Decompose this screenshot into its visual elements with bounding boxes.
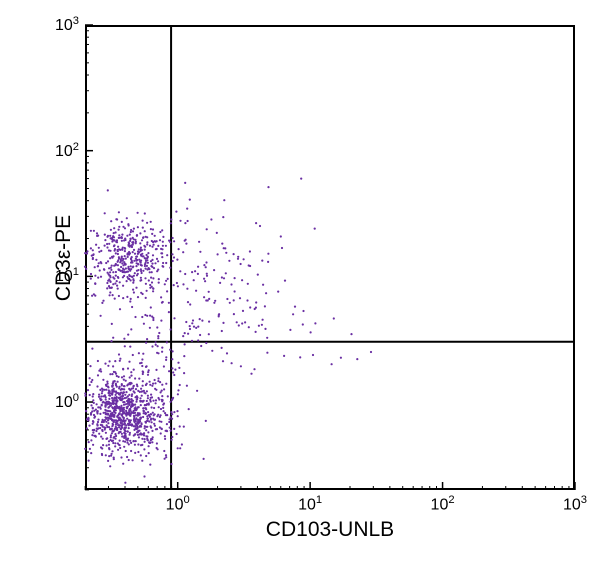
x-tick-2: 102: [431, 494, 455, 514]
x-axis-label: CD103-UNLB: [266, 518, 394, 542]
x-tick-3: 103: [563, 494, 587, 514]
flow-cytometry-scatter: 100101102103100101102103CD103-UNLBCD3ε-P…: [0, 0, 600, 566]
x-tick-0: 100: [166, 494, 190, 514]
y-axis-label: CD3ε-PE: [52, 214, 76, 300]
y-tick-3: 103: [39, 15, 79, 35]
y-tick-0: 100: [39, 392, 79, 412]
scatter-points: [84, 178, 372, 484]
plot-svg: [0, 0, 600, 566]
x-tick-1: 101: [298, 494, 322, 514]
y-tick-2: 102: [39, 141, 79, 161]
